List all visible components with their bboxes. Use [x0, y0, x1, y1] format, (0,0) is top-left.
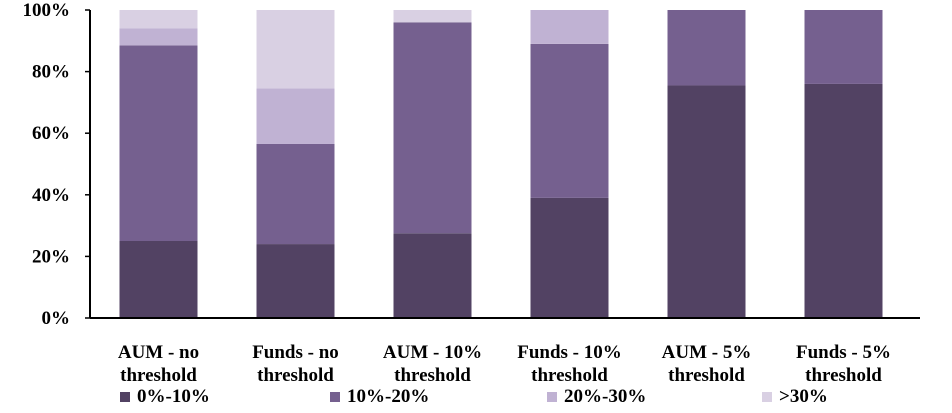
bar-segment	[119, 10, 198, 29]
bar-segment	[667, 85, 746, 319]
bar-segment	[393, 22, 472, 234]
bar-segment	[119, 241, 198, 318]
bar-segment	[804, 10, 883, 84]
x-category-label: AUM - no	[118, 342, 199, 363]
bar-segment	[667, 10, 746, 86]
legend-item: 0%-10%	[120, 386, 210, 408]
legend: 0%-10% 10%-20% 20%-30% >30%	[0, 386, 952, 412]
legend-item: 10%-20%	[330, 386, 429, 408]
bar-segment	[530, 10, 609, 44]
bar-segment	[393, 10, 472, 23]
x-category-label: Funds - 5%	[796, 342, 891, 363]
stacked-bar-chart: 0%20%40%60%80%100% AUM - nothresholdFund…	[23, 0, 920, 386]
legend-swatch	[547, 392, 557, 402]
x-category-label: threshold	[668, 365, 745, 386]
legend-swatch	[120, 392, 130, 402]
legend-item: 20%-30%	[547, 386, 646, 408]
legend-label: 20%-30%	[564, 386, 647, 407]
x-category-label: threshold	[805, 365, 882, 386]
y-axis-ticks: 0% 20% 40% 60% 80% 100%	[23, 0, 90, 329]
x-category-label: Funds - 10%	[517, 342, 622, 363]
bar-segment	[119, 45, 198, 241]
legend-label: 10%-20%	[347, 386, 430, 407]
y-tick-label: 60%	[32, 123, 70, 144]
bar-segment	[256, 143, 335, 245]
bar-segment	[256, 10, 335, 89]
y-tick-label: 80%	[32, 62, 70, 83]
x-category-label: threshold	[531, 365, 608, 386]
legend-item: >30%	[762, 386, 828, 408]
x-category-label: AUM - 5%	[662, 342, 752, 363]
bars	[119, 10, 883, 319]
legend-label: 0%-10%	[137, 386, 210, 407]
x-category-label: threshold	[394, 365, 471, 386]
y-tick-label: 0%	[42, 308, 71, 329]
bar-segment	[393, 233, 472, 318]
bar-segment	[530, 197, 609, 318]
x-category-label: threshold	[257, 365, 334, 386]
y-tick-label: 20%	[32, 246, 70, 267]
legend-swatch	[762, 392, 772, 402]
bar-segment	[804, 83, 883, 318]
x-category-label: threshold	[120, 365, 197, 386]
legend-label: >30%	[779, 386, 828, 407]
bar-segment	[530, 43, 609, 198]
bar-segment	[119, 28, 198, 46]
x-category-label: Funds - no	[252, 342, 339, 363]
bar-segment	[256, 244, 335, 318]
bar-segment	[256, 88, 335, 144]
y-tick-label: 40%	[32, 185, 70, 206]
legend-swatch	[330, 392, 340, 402]
x-category-label: AUM - 10%	[383, 342, 482, 363]
y-tick-label: 100%	[23, 0, 71, 21]
